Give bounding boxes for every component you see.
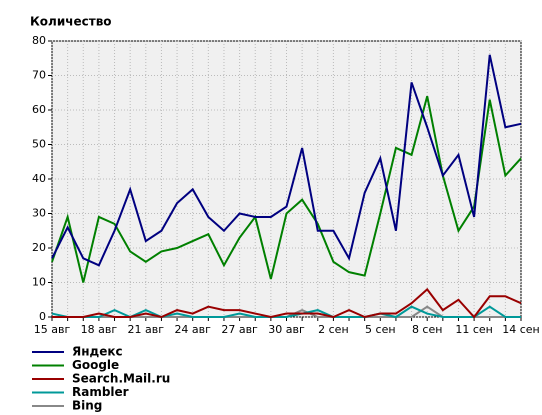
x-tick-label: 5 сен bbox=[365, 323, 396, 336]
y-tick-label: 10 bbox=[32, 276, 46, 289]
series-line bbox=[52, 287, 522, 319]
x-tick-label: 15 авг bbox=[34, 323, 71, 336]
legend-label: Search.Mail.ru bbox=[72, 372, 170, 386]
chart-title: Количество bbox=[30, 15, 112, 29]
x-tick-label: 14 сен bbox=[502, 323, 540, 336]
y-tick-label: 20 bbox=[32, 241, 46, 254]
x-tick-label: 11 сен bbox=[455, 323, 493, 336]
y-tick-label: 80 bbox=[32, 34, 46, 47]
legend-label: Bing bbox=[72, 399, 102, 413]
y-tick-label: 30 bbox=[32, 207, 46, 220]
x-tick-label: 24 авг bbox=[174, 323, 211, 336]
x-tick-label: 21 авг bbox=[128, 323, 165, 336]
x-tick-label: 30 авг bbox=[268, 323, 305, 336]
x-tick-label: 18 авг bbox=[81, 323, 118, 336]
y-tick-label: 70 bbox=[32, 69, 46, 82]
y-tick-label: 50 bbox=[32, 138, 46, 151]
legend-label: Rambler bbox=[72, 385, 129, 399]
x-tick-label: 2 сен bbox=[318, 323, 349, 336]
series-line bbox=[51, 54, 522, 267]
legend-label: Google bbox=[72, 358, 119, 372]
legend-label: Яндекс bbox=[72, 345, 123, 359]
x-tick-label: 27 авг bbox=[221, 323, 258, 336]
y-tick-label: 60 bbox=[32, 103, 46, 116]
y-tick-label: 0 bbox=[39, 310, 46, 323]
y-tick-label: 40 bbox=[32, 172, 46, 185]
x-tick-label: 8 сен bbox=[412, 323, 443, 336]
